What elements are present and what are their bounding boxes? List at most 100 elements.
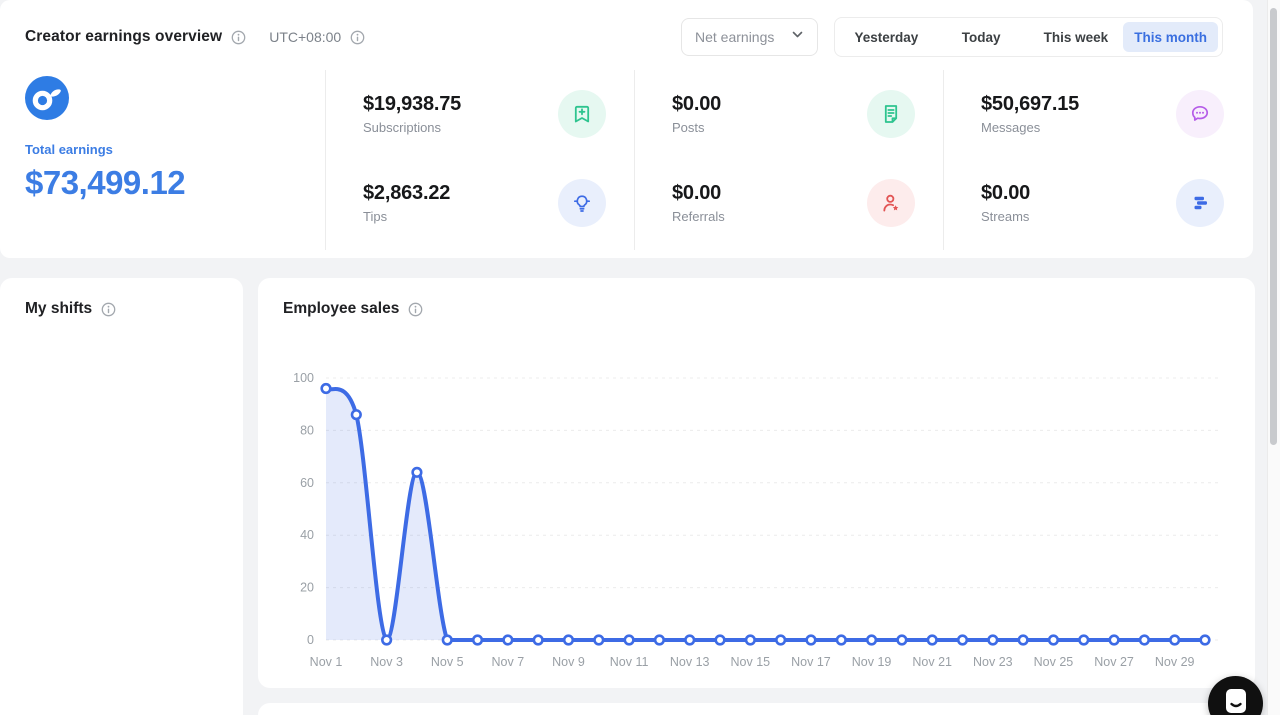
x-axis-tick-label: Nov 29 <box>1155 655 1195 669</box>
person-star-icon <box>867 179 915 227</box>
timezone-label: UTC+08:00 <box>269 29 342 45</box>
x-axis-tick-label: Nov 5 <box>431 655 464 669</box>
chart-marker <box>562 634 575 646</box>
total-earnings-label: Total earnings <box>25 142 113 157</box>
chart-marker <box>1047 634 1060 646</box>
stat-streams: $0.00 Streams <box>981 172 1224 234</box>
page-title: Creator earnings overview <box>25 28 223 45</box>
document-icon <box>867 90 915 138</box>
chart-marker <box>350 409 362 421</box>
stat-label: Messages <box>981 120 1041 135</box>
chart-marker <box>471 634 484 646</box>
info-icon[interactable] <box>231 30 246 45</box>
chart-marker <box>1199 634 1211 646</box>
stat-column: $19,938.75 Subscriptions $2,863.22 Tips <box>325 70 634 250</box>
chart-marker <box>865 634 878 646</box>
overview-header: Creator earnings overview UTC+08:00 Net … <box>0 0 1253 57</box>
chart-marker <box>956 634 969 646</box>
chat-bubble-icon <box>1176 90 1224 138</box>
chart-marker <box>684 634 696 646</box>
y-axis-tick-label: 100 <box>293 371 314 385</box>
stat-label: Subscriptions <box>363 120 442 135</box>
chart-marker <box>714 634 726 646</box>
y-axis-tick-label: 80 <box>300 423 314 437</box>
info-icon[interactable] <box>350 30 365 45</box>
x-axis-tick-label: Nov 13 <box>670 655 710 669</box>
employee-sales-panel: Employee sales 0 20 40 60 80 100 Nov 1 Nov 3 Nov… <box>258 278 1255 688</box>
stat-subscriptions: $19,938.75 Subscriptions <box>363 83 606 145</box>
chart-marker <box>381 634 393 646</box>
x-axis-tick-label: Nov 15 <box>731 655 771 669</box>
vertical-scrollbar-thumb[interactable] <box>1270 8 1277 445</box>
stat-text: $19,938.75 Subscriptions <box>363 93 461 135</box>
stats-row: Total earnings $73,499.12 $19,938.75 Subs… <box>0 70 1253 250</box>
chart-marker <box>835 634 847 646</box>
stat-label: Streams <box>981 209 1030 224</box>
earnings-type-dropdown[interactable]: Net earnings <box>681 18 818 56</box>
chat-launcher-icon <box>1221 687 1251 715</box>
x-axis-tick-label: Nov 17 <box>791 655 831 669</box>
chevron-down-icon <box>791 28 804 46</box>
stat-value: $2,863.22 <box>363 182 451 204</box>
chart-marker <box>623 634 635 646</box>
vertical-scrollbar-track[interactable] <box>1267 0 1280 715</box>
stat-column: $0.00 Posts $0.00 Referrals <box>634 70 943 250</box>
stat-label: Posts <box>672 120 705 135</box>
onlyfans-logo-icon <box>25 76 69 120</box>
chart-marker <box>1017 634 1029 646</box>
stat-text: $0.00 Streams <box>981 182 1030 224</box>
x-axis-tick-label: Nov 7 <box>492 655 525 669</box>
chart-line <box>324 386 1207 642</box>
stat-posts: $0.00 Posts <box>672 83 915 145</box>
chart-marker <box>926 634 938 646</box>
stat-value: $50,697.15 <box>981 93 1080 115</box>
chat-launcher-button[interactable] <box>1208 676 1263 715</box>
chart-marker <box>320 382 332 395</box>
stat-tips: $2,863.22 Tips <box>363 172 606 234</box>
chart-marker <box>532 634 544 646</box>
x-axis-tick-label: Nov 11 <box>610 655 649 669</box>
chart-marker <box>1078 634 1090 646</box>
my-shifts-panel: My shifts No data <box>0 278 243 715</box>
chart-marker <box>775 634 787 646</box>
chart-marker <box>1108 634 1120 646</box>
chart-area-fill <box>326 388 1205 640</box>
info-icon[interactable] <box>101 302 116 317</box>
tab-this-week[interactable]: This week <box>1043 29 1109 45</box>
stat-column: $50,697.15 Messages $0.00 Streams <box>943 70 1252 250</box>
tab-yesterday[interactable]: Yesterday <box>854 29 919 45</box>
employee-sales-title: Employee sales <box>283 300 400 317</box>
tab-today[interactable]: Today <box>961 29 1001 45</box>
bookmark-plus-icon <box>558 90 606 138</box>
stat-value: $0.00 <box>981 182 1031 204</box>
y-axis-tick-label: 60 <box>300 476 314 490</box>
chart-marker <box>1169 634 1181 646</box>
chart-marker <box>744 634 756 646</box>
stat-value: $0.00 <box>672 93 722 115</box>
info-icon[interactable] <box>408 302 423 317</box>
stat-value: $19,938.75 <box>363 93 462 115</box>
y-axis-tick-label: 20 <box>300 581 314 595</box>
stat-label: Referrals <box>672 209 725 224</box>
x-axis-tick-label: Nov 19 <box>852 655 892 669</box>
chart-marker <box>896 634 908 646</box>
chart-marker <box>805 634 817 646</box>
y-axis-tick-label: 40 <box>300 528 314 542</box>
x-axis-tick-label: Nov 1 <box>310 655 343 669</box>
stat-text: $2,863.22 Tips <box>363 182 450 224</box>
earnings-overview-panel: Creator earnings overview UTC+08:00 Net … <box>0 0 1253 258</box>
stream-bars-icon <box>1176 179 1224 227</box>
x-axis-tick-label: Nov 9 <box>552 655 585 669</box>
y-axis-tick-label: 0 <box>307 633 314 647</box>
my-shifts-title: My shifts <box>25 300 93 317</box>
next-section-card <box>258 703 1255 715</box>
tab-this-month[interactable]: This month <box>1123 22 1218 52</box>
chart-marker <box>653 634 666 646</box>
stat-value: $0.00 <box>672 182 722 204</box>
stat-text: $0.00 Referrals <box>672 182 725 224</box>
x-axis-tick-label: Nov 23 <box>973 655 1013 669</box>
chart-marker <box>1138 634 1150 646</box>
stat-label: Tips <box>363 209 388 224</box>
stat-text: $0.00 Posts <box>672 93 721 135</box>
chart-marker <box>593 634 605 646</box>
